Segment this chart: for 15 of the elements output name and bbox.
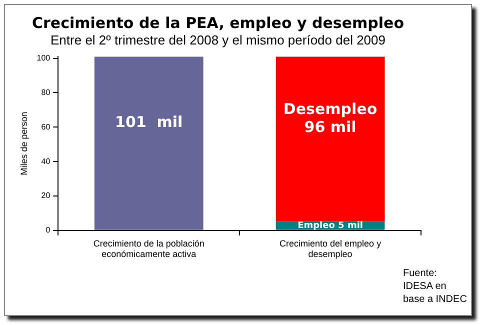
y-tick-label: 0 — [46, 226, 51, 235]
data-label: Empleo 5 mil — [298, 221, 363, 232]
y-tick-label: 100 — [36, 54, 51, 63]
source-note: Fuente: IDESA en base a INDEC — [403, 267, 468, 306]
y-tick-label: 40 — [41, 156, 51, 166]
y-axis-title: Miles de person — [18, 112, 29, 176]
y-tick-label: 20 — [41, 191, 51, 200]
y-tick-label: 60 — [41, 122, 51, 132]
chart-title: Crecimiento de la PEA, empleo y desempleo — [32, 14, 404, 32]
data-label: 101 mil — [115, 113, 183, 132]
x-tick-label: Crecimiento de la población económicamente activa — [93, 238, 204, 260]
x-tick-label: Crecimiento del empleo y desempleo — [280, 238, 382, 260]
y-tick-label: 80 — [41, 88, 51, 97]
chart-subtitle: Entre el 2º trimestre del 2008 y el mismo período del 2009 — [50, 32, 386, 48]
data-label: Desempleo 96 mil — [283, 100, 378, 136]
